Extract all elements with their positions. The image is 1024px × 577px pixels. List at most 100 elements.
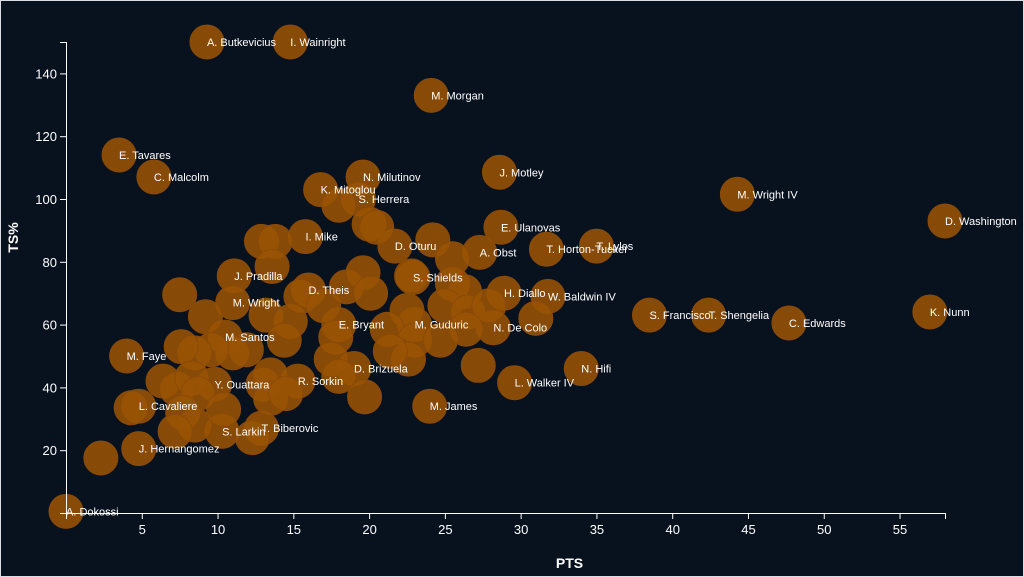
x-tick-label: 50 (817, 522, 831, 537)
point-unlabeled-96[interactable] (206, 391, 242, 427)
point-label: W. Baldwin IV (548, 291, 617, 303)
point-label: E. Bryant (339, 320, 384, 332)
point-label: A. Butkevicius (207, 37, 277, 49)
point-label: R. Sorkin (298, 376, 343, 388)
point-unlabeled-52[interactable] (306, 288, 342, 324)
point-i-wainright[interactable] (272, 24, 308, 60)
point-k-nunn[interactable] (912, 294, 948, 330)
point-unlabeled-79[interactable] (347, 379, 383, 415)
point-t-shengelia[interactable] (691, 297, 727, 333)
point-label: M. Guduric (415, 320, 469, 332)
point-unlabeled-45[interactable] (187, 299, 223, 335)
point-j-hernangomez[interactable] (121, 431, 157, 467)
point-n-hifi[interactable] (563, 351, 599, 387)
axes: 5 10 15 20 25 30 35 40 45 50 55 20 40 60 80 100 120 140 (35, 42, 946, 537)
y-tick-label: 60 (43, 318, 57, 333)
point-a-butkevicius[interactable] (189, 24, 225, 60)
x-tick-label: 20 (362, 522, 376, 537)
point-unlabeled-89[interactable] (163, 329, 199, 365)
point-unlabeled-50[interactable] (254, 249, 290, 285)
point-label: H. Diallo (504, 288, 546, 300)
point-m-wright-iv[interactable] (719, 176, 755, 212)
point-c-malcolm[interactable] (136, 159, 172, 195)
point-unlabeled-55[interactable] (353, 275, 389, 311)
point-label: J. Pradilla (234, 271, 283, 283)
point-label: D. Oturu (395, 241, 437, 253)
point-unlabeled-75[interactable] (372, 333, 408, 369)
point-label: M. Wright (233, 298, 280, 310)
point-m-morgan[interactable] (413, 77, 449, 113)
point-label: M. Santos (225, 332, 275, 344)
point-label: N. Milutinov (363, 172, 421, 184)
point-label: M. Morgan (431, 90, 484, 102)
point-unlabeled-72[interactable] (448, 311, 484, 347)
point-label: N. De Colo (493, 323, 547, 335)
x-tick-label: 5 (139, 522, 146, 537)
y-axis-line (60, 42, 67, 514)
point-label: C. Malcolm (154, 172, 209, 184)
x-axis-line (66, 513, 946, 519)
point-m-faye[interactable] (109, 338, 145, 374)
point-unlabeled-78[interactable] (321, 358, 357, 394)
point-unlabeled-57[interactable] (359, 209, 395, 245)
y-tick-label: 100 (35, 192, 57, 207)
point-label: N. Hifi (581, 364, 611, 376)
point-unlabeled-66[interactable] (471, 288, 507, 324)
point-label: C. Edwards (789, 318, 846, 330)
x-tick-label: 35 (590, 522, 604, 537)
point-unlabeled-44[interactable] (162, 277, 198, 313)
point-label: D. Washington (945, 216, 1017, 228)
point-label: M. Wright IV (737, 189, 798, 201)
point-label: M. Faye (127, 351, 167, 363)
x-tick-label: 25 (438, 522, 452, 537)
point-label: S. Shields (413, 273, 463, 285)
point-label: L. Walker IV (515, 378, 575, 390)
y-tick-label: 80 (43, 255, 57, 270)
point-unlabeled-80[interactable] (266, 322, 302, 358)
point-unlabeled-43[interactable] (83, 440, 119, 476)
point-label: T. Lyles (596, 241, 633, 253)
point-s-francisco[interactable] (631, 297, 667, 333)
point-m-james[interactable] (412, 388, 448, 424)
point-l-walker-iv[interactable] (497, 365, 533, 401)
y-tick-label: 20 (43, 443, 57, 458)
point-d-washington[interactable] (927, 203, 963, 239)
point-label: E. Tavares (119, 150, 171, 162)
point-label: D. Brizuela (354, 364, 409, 376)
y-tick-label: 140 (35, 66, 57, 81)
point-label: D. Theis (308, 285, 349, 297)
point-label: K. Mitoglou (321, 185, 376, 197)
point-unlabeled-67[interactable] (518, 300, 554, 336)
point-label: M. James (430, 401, 478, 413)
y-axis-ticks: 20 40 60 80 100 120 140 (35, 66, 66, 458)
point-unlabeled-99[interactable] (113, 390, 149, 426)
x-axis-ticks: 5 10 15 20 25 30 35 40 45 50 55 (139, 513, 907, 537)
point-unlabeled-84[interactable] (268, 376, 304, 412)
point-e-tavares[interactable] (101, 137, 137, 173)
x-tick-label: 45 (741, 522, 755, 537)
point-c-edwards[interactable] (771, 305, 807, 341)
point-label: A. Dokossi (66, 506, 119, 518)
point-label: T. Shengelia (709, 310, 770, 322)
point-unlabeled-98[interactable] (234, 420, 270, 456)
point-unlabeled-58[interactable] (321, 187, 357, 223)
point-label: S. Francisco (649, 310, 710, 322)
point-label: K. Nunn (930, 307, 970, 319)
point-label: L. Cavaliere (139, 401, 198, 413)
point-label: J. Motley (499, 167, 544, 179)
point-e-ulanovas[interactable] (483, 209, 519, 245)
point-label: S. Larkin (222, 426, 265, 438)
point-unlabeled-73[interactable] (460, 347, 496, 383)
point-label: J. Hernangomez (139, 444, 220, 456)
point-label: A. Obst (480, 247, 517, 259)
point-t-horton-tucker[interactable] (528, 231, 564, 267)
point-unlabeled-61[interactable] (394, 258, 430, 294)
point-label: T. Biberovic (262, 423, 319, 435)
x-tick-label: 30 (514, 522, 528, 537)
point-j-motley[interactable] (481, 154, 517, 190)
x-tick-label: 40 (665, 522, 679, 537)
point-unlabeled-97[interactable] (157, 413, 193, 449)
point-label: I. Mike (305, 232, 337, 244)
point-t-lyles[interactable] (578, 228, 614, 264)
